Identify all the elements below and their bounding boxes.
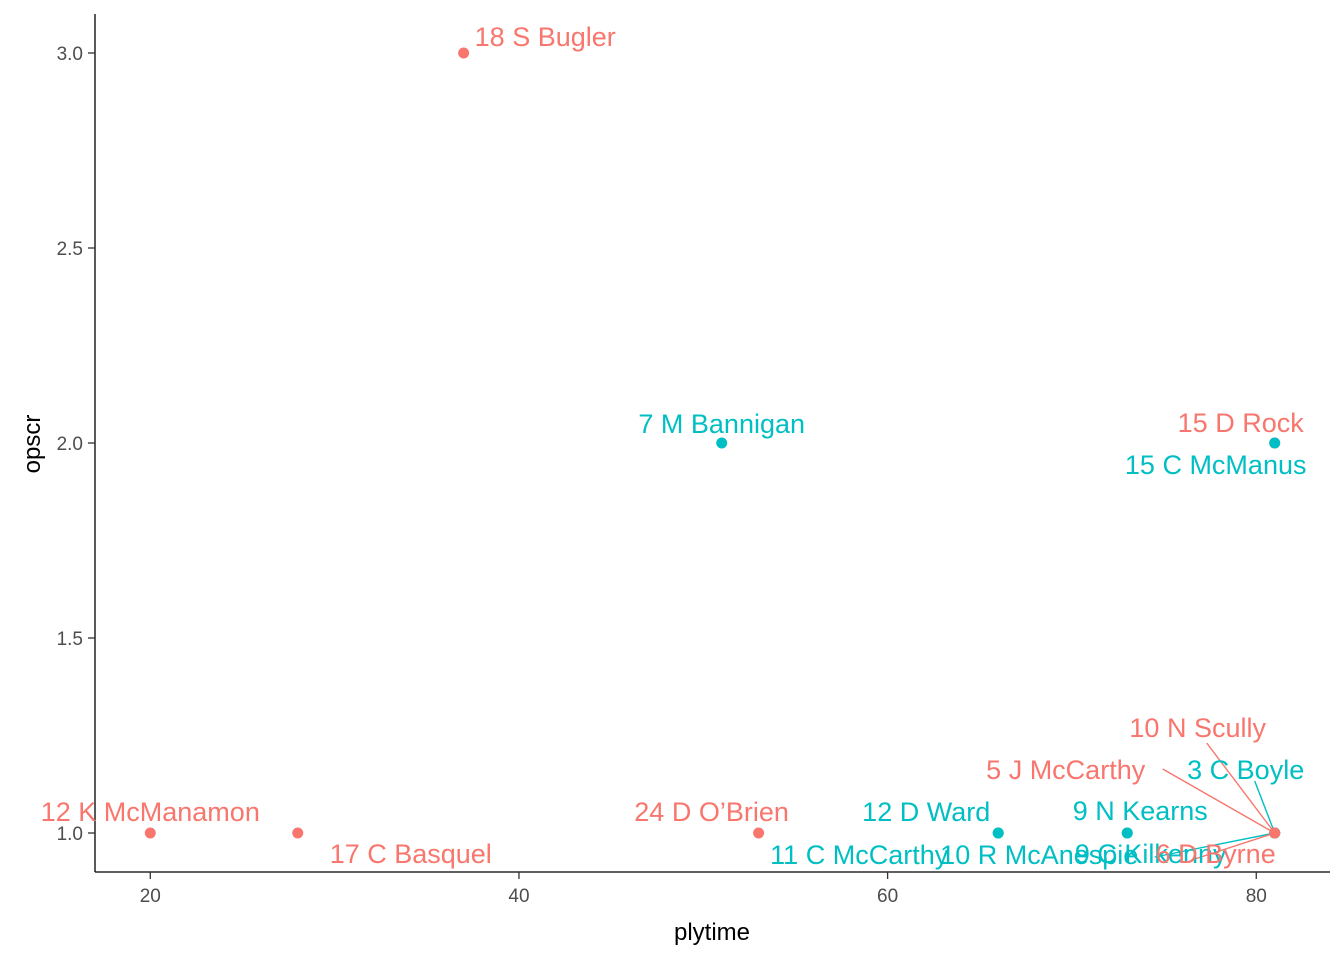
data-points [144, 47, 1281, 839]
data-point [292, 827, 304, 839]
y-tick-label: 3.0 [57, 44, 83, 65]
point-label: 24 D O’Brien [634, 797, 789, 827]
y-tick-label: 1.5 [57, 629, 83, 650]
point-label: 12 D Ward [862, 797, 990, 827]
data-point [1269, 827, 1281, 839]
point-label: 3 C Boyle [1187, 755, 1304, 785]
data-point [1121, 827, 1133, 839]
point-label: 15 C McManus [1125, 450, 1307, 480]
label-connector [1254, 780, 1276, 834]
x-tick-label: 40 [508, 886, 529, 907]
x-axis: 20 40 60 80 [95, 871, 1330, 907]
label-connector [1162, 768, 1276, 834]
point-label: 12 K McManamon [41, 797, 260, 827]
y-tick-label: 1.0 [57, 824, 83, 845]
x-tick-label: 60 [877, 886, 898, 907]
point-label: 11 C McCarthy [770, 840, 949, 870]
x-tick-label: 80 [1246, 886, 1267, 907]
data-point [144, 827, 156, 839]
point-label: 18 S Bugler [475, 22, 616, 52]
label-connector [1154, 832, 1275, 858]
data-point [1269, 437, 1281, 449]
point-label: 10 R McAnespie [940, 840, 1138, 870]
label-connectors [1154, 742, 1276, 860]
x-tick-label: 20 [140, 886, 161, 907]
point-label: 9 N Kearns [1073, 796, 1208, 826]
point-label: 7 M Bannigan [638, 409, 805, 439]
point-label: 6 D Byrne [1156, 839, 1276, 869]
data-point [716, 437, 728, 449]
data-point [458, 47, 470, 59]
label-connector [1206, 742, 1276, 834]
y-tick-label: 2.0 [57, 434, 83, 455]
y-axis: 1.0 1.5 2.0 2.5 3.0 [57, 14, 96, 872]
point-label: 15 D Rock [1178, 408, 1305, 438]
y-axis-title: opscr [19, 415, 46, 474]
point-label: 10 N Scully [1129, 713, 1266, 743]
y-tick-label: 2.5 [57, 239, 83, 260]
data-point [992, 827, 1004, 839]
point-label: 9 C Kilkenny [1075, 839, 1227, 869]
point-label: 5 J McCarthy [986, 755, 1146, 785]
data-point [753, 827, 765, 839]
x-axis-title: plytime [674, 919, 750, 946]
label-connector [1194, 832, 1275, 860]
point-label: 17 C Basquel [330, 839, 492, 869]
point-labels: 18 S Bugler 7 M Bannigan 15 D Rock 15 C McM… [41, 22, 1307, 870]
